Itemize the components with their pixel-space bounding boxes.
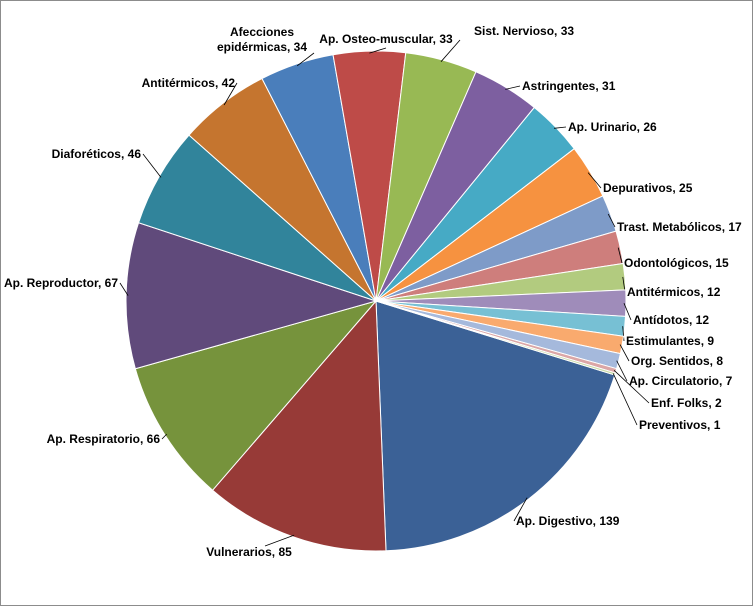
data-label-ap-respiratorio-2: Ap. Respiratorio, 66 [47,432,161,446]
leader-line-org-sentidos-17 [619,344,630,362]
leader-line-vulnerarios-1 [264,534,295,547]
leader-line-antitermicos-5 [223,82,238,106]
leader-line-astringentes-9 [505,85,521,90]
pie-slice-ap-digestivo-0 [375,300,616,552]
leader-line-enf-folks-19 [613,370,650,404]
data-label-afecciones-epidermicas-6: Afecciones epidérmicas, 34 [217,25,307,54]
data-label-antidotos-15: Antídotos, 12 [633,313,709,327]
leader-line-trast-metabolicos-12 [607,213,616,228]
leader-line-ap-urinario-10 [553,126,567,129]
leader-line-depurativos-11 [587,172,602,189]
leader-line-estimulantes-16 [622,326,625,342]
leader-line-ap-circulatorio-18 [616,360,628,382]
leader-line-diaforeticos-4 [142,153,162,178]
data-label-ap-reproductor-3: Ap. Reproductor, 67 [4,276,118,290]
leader-line-ap-respiratorio-2 [161,433,167,440]
data-label-antitermicos-5: Antitérmicos, 42 [142,76,236,90]
data-label-preventivos-20: Preventivos, 1 [639,418,721,432]
pie-slice-ap-reproductor-3 [125,222,378,370]
leader-line-afecciones-epidermicas-6 [296,52,315,67]
data-label-ap-urinario-10: Ap. Urinario, 26 [568,120,657,134]
leader-line-ap-reproductor-3 [119,282,129,296]
data-label-ap-digestivo-0: Ap. Digestivo, 139 [516,514,620,528]
leader-line-ap-digestivo-0 [513,497,528,522]
data-label-diaforeticos-4: Diaforéticos, 46 [52,147,142,161]
pie-slice-vulnerarios-1 [211,299,387,552]
data-label-antitermicos-14: Antitérmicos, 12 [627,285,721,299]
data-label-estimulantes-16: Estimulantes, 9 [626,334,714,348]
data-label-ap-circulatorio-18: Ap. Circulatorio, 7 [629,374,733,388]
data-label-odontologicos-13: Odontológicos, 15 [624,256,729,270]
pie-slice-ap-respiratorio-2 [134,300,378,491]
data-label-org-sentidos-17: Org. Sentidos, 8 [631,354,723,368]
leader-line-preventivos-20 [612,373,638,426]
leader-line-odontologicos-13 [617,247,623,264]
data-label-enf-folks-19: Enf. Folks, 2 [651,396,722,410]
data-label-astringentes-9: Astringentes, 31 [522,79,616,93]
data-label-vulnerarios-1: Vulnerarios, 85 [206,545,292,559]
data-label-trast-metabolicos-12: Trast. Metabólicos, 17 [617,220,742,234]
pie-slice-preventivos-20 [375,300,617,376]
leader-line-antidotos-15 [623,303,632,321]
data-label-ap-osteo-muscular-7: Ap. Osteo-muscular, 33 [319,32,453,46]
data-label-sist-nervioso-8: Sist. Nervioso, 33 [474,24,574,38]
leader-line-ap-osteo-muscular-7 [369,47,387,54]
data-label-depurativos-11: Depurativos, 25 [603,181,693,195]
leader-line-sist-nervioso-8 [440,39,461,62]
